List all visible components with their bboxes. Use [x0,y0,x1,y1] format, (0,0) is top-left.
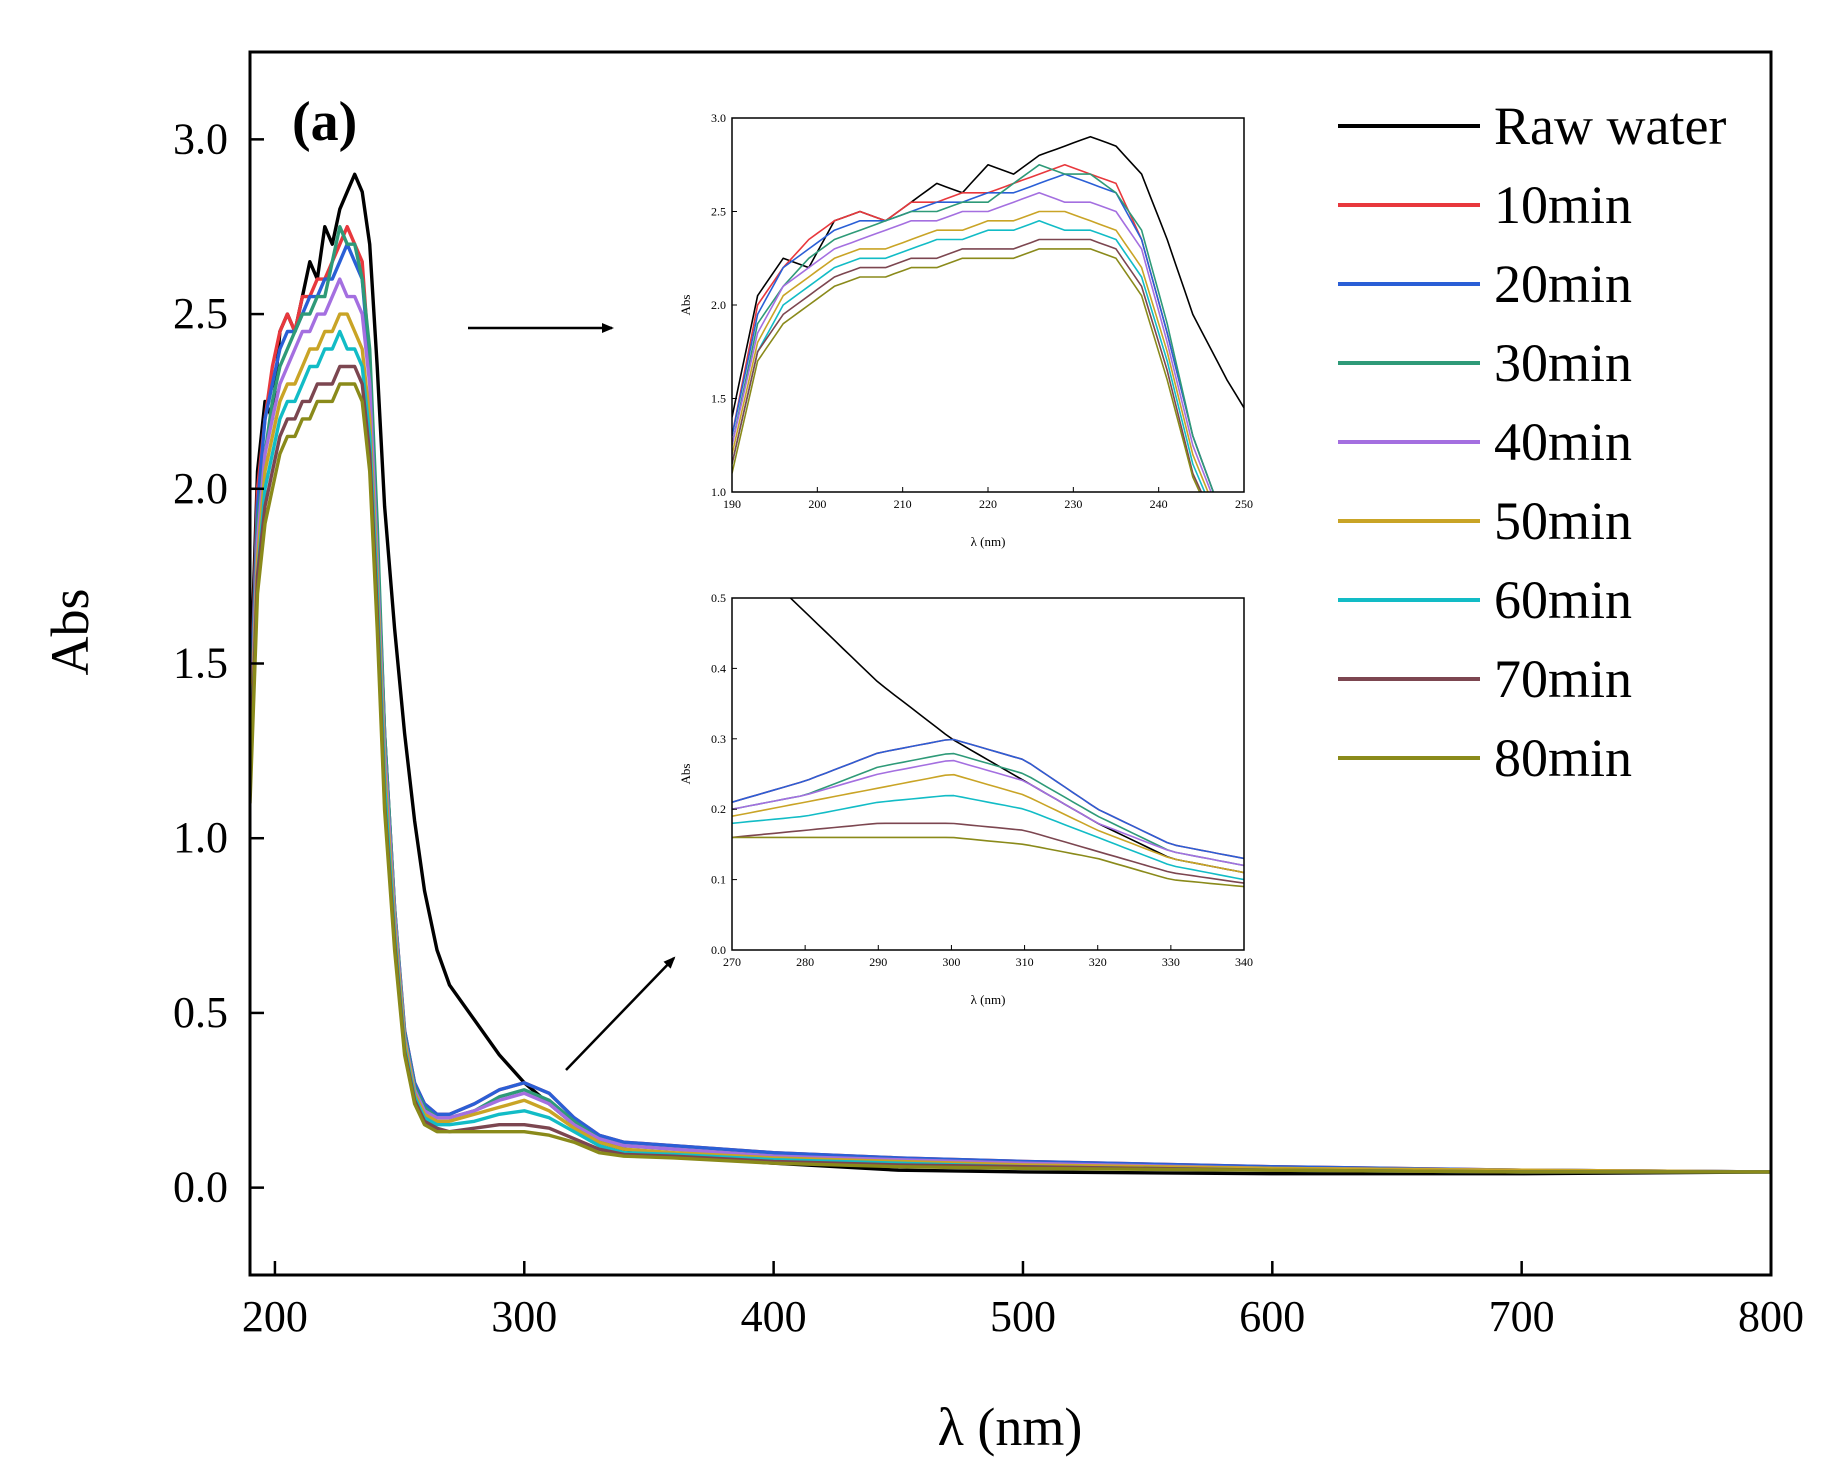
main-y-tick-label: 1.0 [173,813,228,862]
inset-chart-low-wavelength: 190 200 210 220 230 240 250 1.0 1.5 2.0 2.5 3.0 λ … [678,111,1253,549]
legend-label: 20min [1494,254,1632,314]
inset2-x-tick-label: 310 [1016,955,1034,969]
inset2-x-tick-label: 300 [942,955,960,969]
inset1-y-tick-label: 1.0 [711,485,726,499]
inset1-x-axis: 190 200 210 220 230 240 250 [723,487,1253,511]
inset2-x-tick-label: 320 [1089,955,1107,969]
inset2-y-tick-label: 0.2 [711,802,726,816]
main-x-tick-label: 500 [990,1292,1056,1341]
inset2-series-line-40min [732,759,1244,867]
inset2-y-tick-label: 0.1 [711,873,726,887]
inset2-series-line-80min [732,836,1244,888]
inset1-series-line-50min [732,210,1209,492]
main-x-tick-label: 300 [491,1292,557,1341]
inset1-series-line-30min [732,164,1215,492]
legend-label: Raw water [1494,96,1726,156]
inset2-x-axis-title: λ (nm) [971,992,1006,1007]
inset2-y-axis: 0.0 0.1 0.2 0.3 0.4 0.5 [711,591,737,957]
inset1-x-tick-label: 190 [723,497,741,511]
legend-label: 70min [1494,649,1632,709]
main-series-group [250,172,1771,1176]
inset2-y-tick-label: 0.5 [711,591,726,605]
main-y-tick-label: 0.0 [173,1163,228,1212]
main-chart: 200 300 400 500 600 700 800 0.0 0.5 1.0 1.5 2.0 2.5… [40,50,1804,1457]
inset1-x-tick-label: 200 [808,497,826,511]
inset2-y-tick-label: 0.0 [711,943,726,957]
main-y-axis-title: Abs [40,588,100,675]
inset1-series-line-40min [732,192,1212,492]
inset2-x-axis: 270 280 290 300 310 320 330 340 [723,945,1253,969]
main-y-tick-label: 1.5 [173,639,228,688]
legend-label: 80min [1494,728,1632,788]
inset1-x-tick-label: 220 [979,497,997,511]
inset2-x-tick-label: 280 [796,955,814,969]
main-x-tick-label: 800 [1738,1292,1804,1341]
inset1-y-tick-label: 2.5 [711,205,726,219]
inset1-x-tick-label: 240 [1150,497,1168,511]
inset1-x-axis-title: λ (nm) [971,534,1006,549]
legend-label: 50min [1494,491,1632,551]
inset1-y-axis-title: Abs [678,295,693,316]
inset2-y-tick-label: 0.3 [711,732,726,746]
arrow-to-inset-2 [565,956,676,1071]
inset2-x-tick-label: 340 [1235,955,1253,969]
main-x-axis: 200 300 400 500 600 700 800 [242,1261,1804,1341]
main-x-tick-label: 600 [1239,1292,1305,1341]
inset2-series-line-raw-water [789,598,1244,874]
inset2-x-tick-label: 290 [869,955,887,969]
inset1-y-tick-label: 2.0 [711,298,726,312]
inset1-y-axis: 1.0 1.5 2.0 2.5 3.0 [711,111,737,499]
inset1-y-tick-label: 1.5 [711,392,726,406]
inset1-x-tick-label: 250 [1235,497,1253,511]
inset1-x-tick-label: 230 [1064,497,1082,511]
main-y-tick-label: 3.0 [173,114,228,163]
inset2-x-tick-label: 330 [1162,955,1180,969]
inset2-series-line-60min [732,794,1244,881]
inset2-x-tick-label: 270 [723,955,741,969]
inset1-series-line-70min [732,238,1203,492]
inset2-series-line-20min [732,738,1244,860]
legend-label: 10min [1494,175,1632,235]
inset2-plot-frame [731,597,1245,951]
inset1-y-tick-label: 3.0 [711,111,726,125]
inset-chart-peak-region: 270 280 290 300 310 320 330 340 0.0 0.1 0.2 0.3 0.4… [678,591,1253,1007]
inset1-series-line-60min [732,220,1206,492]
inset1-series-line-20min [732,173,1215,492]
main-y-tick-label: 0.5 [173,988,228,1037]
inset2-series-line-70min [732,822,1244,884]
main-x-axis-title: λ (nm) [938,1397,1083,1457]
legend-label: 60min [1494,570,1632,630]
inset-pointer-arrows [468,323,676,1071]
main-y-axis: 0.0 0.5 1.0 1.5 2.0 2.5 3.0 [173,114,264,1212]
inset1-series-group [732,135,1244,492]
legend: Raw water 10min 20min 30min 40min 50min 60min 7… [1338,96,1726,788]
main-y-tick-label: 2.5 [173,289,228,338]
legend-label: 40min [1494,412,1632,472]
main-x-tick-label: 400 [741,1292,807,1341]
inset2-y-tick-label: 0.4 [711,661,726,675]
main-series-line-80min [250,382,1771,1174]
inset1-x-tick-label: 210 [894,497,912,511]
inset2-series-group [732,598,1244,888]
panel-label: (a) [292,91,357,153]
main-x-tick-label: 200 [242,1292,308,1341]
main-y-tick-label: 2.0 [173,464,228,513]
legend-label: 30min [1494,333,1632,393]
inset2-y-axis-title: Abs [678,764,693,785]
inset1-series-line-80min [732,248,1201,492]
inset2-series-line-30min [732,752,1244,867]
main-x-tick-label: 700 [1489,1292,1555,1341]
inset2-series-line-50min [732,773,1244,874]
